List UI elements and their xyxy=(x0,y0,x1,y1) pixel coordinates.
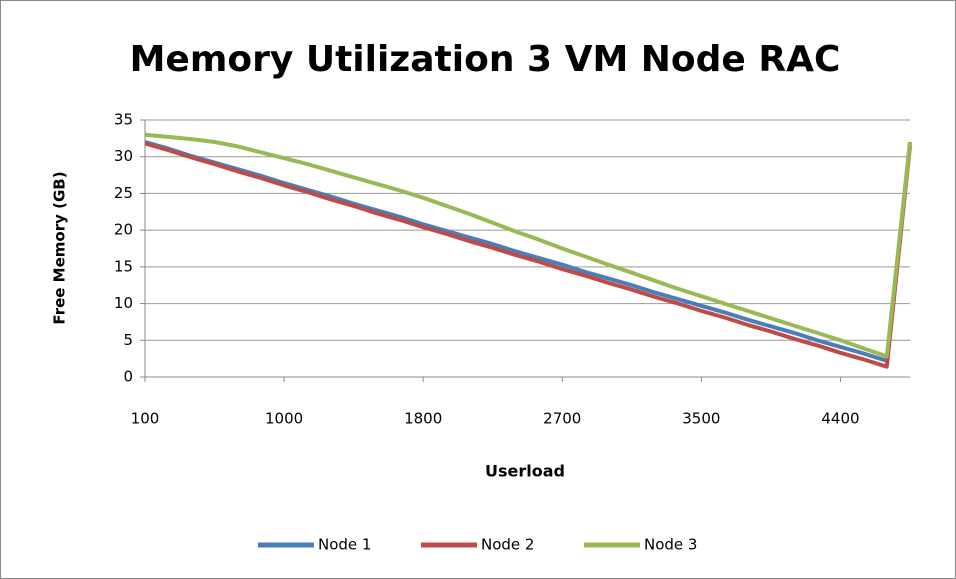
y-axis-label: Free Memory (GB) xyxy=(51,171,69,324)
y-tick-label: 0 xyxy=(123,368,133,386)
x-tick-label: 3500 xyxy=(682,410,720,428)
chart-title: Memory Utilization 3 VM Node RAC xyxy=(130,39,841,80)
y-tick-label: 10 xyxy=(114,294,133,312)
y-tick-label: 15 xyxy=(114,257,133,275)
y-tick-label: 35 xyxy=(114,111,133,129)
legend-label: Node 3 xyxy=(644,536,697,554)
x-axis-label: Userload xyxy=(485,462,565,481)
y-tick-label: 5 xyxy=(123,331,133,349)
x-tick-label: 1000 xyxy=(265,410,303,428)
legend-label: Node 1 xyxy=(318,536,371,554)
y-tick-label: 30 xyxy=(114,147,133,165)
series-line xyxy=(144,141,912,369)
x-tick-label: 1800 xyxy=(404,410,442,428)
x-tick-label: 100 xyxy=(131,410,160,428)
series-line xyxy=(144,132,912,359)
y-tick-label: 20 xyxy=(114,221,133,239)
x-tick-label: 4400 xyxy=(821,410,859,428)
legend-label: Node 2 xyxy=(481,536,534,554)
x-tick-label: 2700 xyxy=(543,410,581,428)
y-tick-label: 25 xyxy=(114,184,133,202)
series-line xyxy=(144,140,912,363)
